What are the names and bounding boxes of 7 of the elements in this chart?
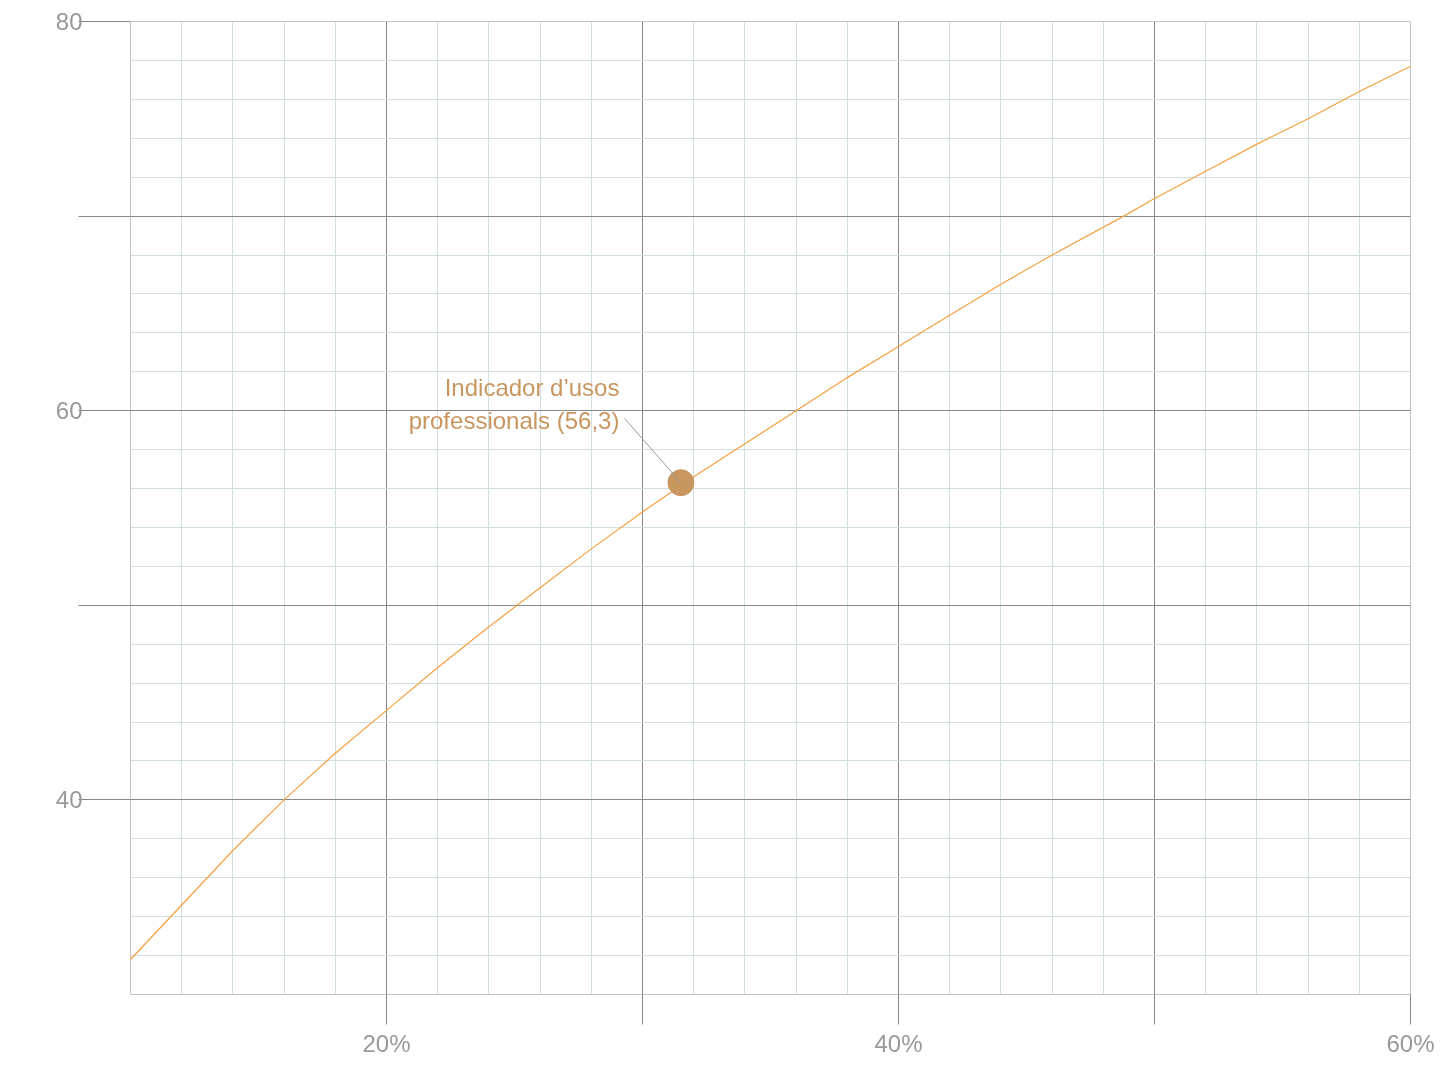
x-tick-label: 20% <box>362 1029 411 1057</box>
annotation: Indicador d’usos professionals (56,3) <box>408 374 620 434</box>
x-tick-label: 60% <box>1386 1029 1435 1057</box>
x-tick-label: 40% <box>874 1029 923 1057</box>
y-tick-label: 80 <box>55 8 83 35</box>
y-tick-label: 60 <box>55 397 83 425</box>
y-tick-label: 40 <box>55 786 83 814</box>
